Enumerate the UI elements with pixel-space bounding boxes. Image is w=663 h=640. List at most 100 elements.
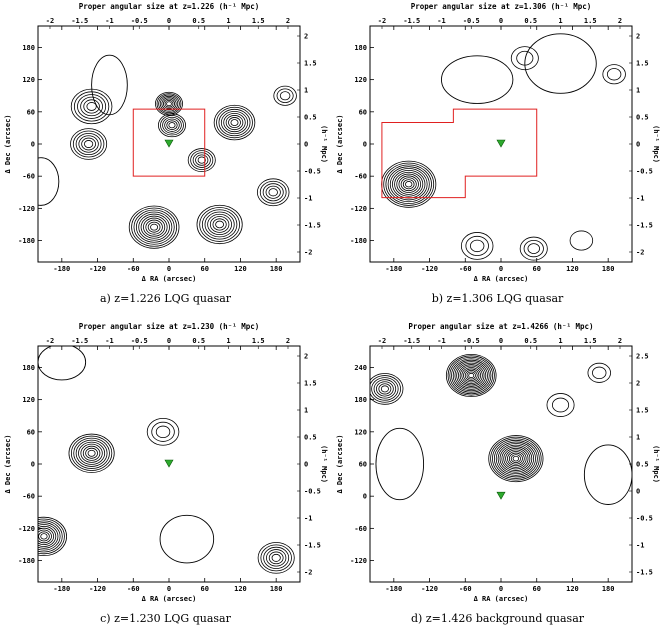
contour-level-c-1-5: [38, 525, 57, 547]
contour-level-b-0-0: [381, 160, 437, 208]
contour-level-d-1-6: [499, 444, 533, 473]
top-tick-label-b-2: -1: [437, 17, 445, 25]
y-tick-label-c-2: 60: [27, 428, 35, 436]
contour-level-a-5-0: [187, 148, 216, 173]
top-tick-label-b-8: 2: [618, 17, 622, 25]
contour-level-a-4-4: [223, 112, 246, 133]
contour-level-a-4-2: [218, 108, 251, 137]
right-tick-label-b-1: 1.5: [636, 60, 649, 68]
contour-level-b-2-1: [606, 68, 622, 81]
contour-blob-a-1: [91, 54, 128, 116]
contour-level-c-0-5: [80, 443, 103, 463]
contour-level-c-0-3: [75, 439, 108, 467]
contour-level-c-1-0: [38, 516, 67, 557]
contour-level-c-0-2: [73, 437, 110, 469]
contour-level-b-0-3: [387, 166, 430, 203]
right-tick-label-d-0: 2.5: [636, 353, 649, 361]
contour-level-a-4-0: [213, 104, 256, 141]
contour-level-c-1-4: [38, 524, 59, 549]
x-axis-label-c: Δ RA (arcsec): [142, 595, 197, 603]
top-tick-label-b-7: 1.5: [584, 17, 597, 25]
contour-level-a-6-9: [150, 223, 159, 231]
right-tick-label-d-5: 0: [636, 488, 640, 496]
contour-level-b-0-7: [396, 173, 422, 195]
top-tick-label-d-6: 1: [558, 337, 562, 345]
contour-blob-c-1: [38, 346, 87, 381]
contour-level-b-1-0: [510, 46, 539, 71]
contour-level-d-2-5: [378, 383, 392, 395]
right-tick-label-a-5: -0.5: [304, 168, 321, 176]
x-tick-label-a-5: 120: [234, 265, 247, 273]
contour-level-d-0-7: [457, 364, 485, 387]
contour-level-a-0-1: [73, 91, 110, 122]
contour-level-a-1-4: [81, 137, 96, 151]
top-tick-label-a-2: -1: [105, 17, 113, 25]
contour-level-c-0-6: [82, 445, 101, 461]
y-tick-label-b-5: -120: [350, 205, 367, 213]
caption-b: b) z=1.306 LQG quasar: [431, 292, 564, 305]
caption-c: c) z=1.230 LQG quasar: [100, 612, 231, 625]
x-axis-label-b: Δ RA (arcsec): [474, 275, 529, 283]
right-tick-label-a-0: 2: [304, 33, 308, 41]
right-tick-label-b-8: -2: [636, 249, 644, 257]
caption-a: a) z=1.226 LQG quasar: [99, 292, 232, 305]
top-tick-label-d-2: -1: [437, 337, 445, 345]
y-tick-label-a-2: 60: [27, 108, 35, 116]
contour-level-a-3-0: [158, 113, 186, 138]
contour-level-a-1-5: [84, 140, 94, 148]
x-tick-label-c-4: 60: [201, 585, 209, 593]
contour-level-d-1-11: [508, 452, 523, 465]
x-tick-label-d-3: 0: [499, 585, 503, 593]
x-tick-label-b-1: -120: [421, 265, 438, 273]
contour-level-d-0-3: [451, 358, 492, 393]
top-tick-label-c-7: 1.5: [252, 337, 265, 345]
contour-level-b-3-2: [527, 243, 540, 254]
contour-level-a-8-3: [265, 185, 281, 199]
top-tick-label-a-3: -0.5: [131, 17, 148, 25]
contour-level-d-1-4: [495, 441, 536, 476]
right-tick-label-a-6: -1: [304, 195, 312, 203]
right-tick-label-c-2: 1: [304, 407, 308, 415]
contour-blob-b-0: [441, 55, 514, 104]
contours-b: [381, 33, 626, 261]
lqg-region-box-a: [132, 108, 206, 177]
x-tick-label-b-3: 0: [499, 265, 503, 273]
contour-plot-c: -180 -120 -60 0 60 120 180180120600-60-120-180…: [4, 322, 328, 603]
top-axis-title-d: Proper angular size at z=1.4266 (h⁻¹ Mpc…: [408, 322, 593, 331]
contour-level-a-6-5: [140, 215, 168, 239]
contour-plot-a: -180 -120 -60 0 60 120 180180120600-60-120-180…: [4, 2, 328, 283]
x-tick-label-d-4: 60: [533, 585, 541, 593]
contour-level-d-1-3: [493, 439, 538, 478]
right-tick-label-c-3: 0.5: [304, 434, 317, 442]
contour-blob-b-1: [524, 33, 597, 94]
contour-level-c-0-8: [87, 449, 96, 457]
contour-level-b-0-10: [402, 179, 415, 190]
contour-level-a-1-0: [70, 128, 108, 160]
contour-level-d-0-9: [461, 367, 482, 384]
contour-plot-d: -180 -120 -60 0 60 120 180240180120600-60-120-…: [336, 322, 660, 603]
contour-blob-d-0: [375, 427, 425, 501]
contour-level-a-7-6: [212, 218, 227, 231]
contour-level-b-5-0: [460, 232, 494, 260]
contour-level-b-0-4: [389, 168, 428, 201]
contour-blob-c-0: [159, 514, 215, 564]
contour-level-b-0-8: [398, 175, 419, 193]
contour-level-a-5-1: [190, 150, 214, 170]
contour-level-c-1-6: [38, 527, 55, 546]
x-tick-label-a-4: 60: [201, 265, 209, 273]
contour-level-a-7-2: [201, 209, 238, 240]
right-tick-label-d-8: -1.5: [636, 569, 653, 577]
contour-level-a-9-1: [276, 88, 294, 103]
contour-level-a-3-1: [160, 115, 184, 136]
contour-level-d-1-13: [512, 455, 520, 462]
right-tick-label-d-4: 0.5: [636, 461, 649, 469]
top-tick-label-c-2: -1: [105, 337, 113, 345]
panel-b: -180 -120 -60 0 60 120 180 180 120 60 0 -60 -120 -180…: [332, 0, 663, 320]
contour-level-c-1-7: [38, 529, 52, 544]
contour-level-d-0-13: [468, 372, 475, 379]
contour-level-c-2-2: [263, 546, 290, 569]
top-tick-label-c-8: 2: [286, 337, 290, 345]
contour-level-c-2-5: [271, 553, 281, 562]
contour-level-a-2-7: [166, 101, 172, 107]
contour-blob-d-1: [583, 444, 632, 505]
